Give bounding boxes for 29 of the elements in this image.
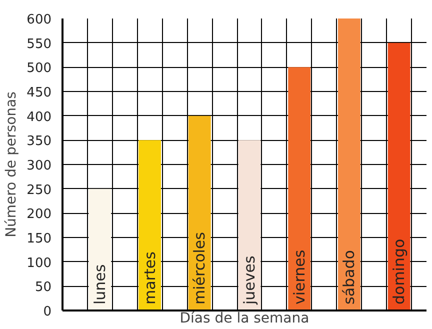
x-tick-label: martes [140,251,159,304]
y-tick-label: 350 [26,134,52,150]
x-tick-label: domingo [390,238,408,304]
x-tick-label: miércoles [190,232,209,304]
bar [238,140,261,310]
y-tick-label: 200 [26,207,52,222]
x-tick-label: lunes [90,264,109,304]
y-tick-label: 550 [26,36,52,52]
y-tick-label: 400 [26,110,52,125]
x-tick-label: viernes [290,250,308,304]
y-tick-label: 50 [34,280,52,296]
y-tick-label: 450 [26,86,52,100]
bar [338,18,360,310]
y-tick-label: 100 [26,256,52,271]
y-tick-label: 150 [26,232,52,246]
y-tick-label: 300 [26,158,52,174]
x-tick-label: sábado [340,250,358,304]
bar [138,140,161,310]
y-tick-label: 500 [26,61,52,76]
y-tick-label: 0 [43,304,52,320]
x-axis-title: Días de la semana [180,310,310,326]
bar [188,116,211,310]
x-tick-label: jueves [240,255,258,306]
y-tick-label: 600 [26,12,52,28]
y-axis-title: Número de personas [4,92,20,238]
bar [88,188,112,310]
bar [388,42,410,310]
bar [288,67,311,310]
y-tick-label: 250 [26,182,52,198]
